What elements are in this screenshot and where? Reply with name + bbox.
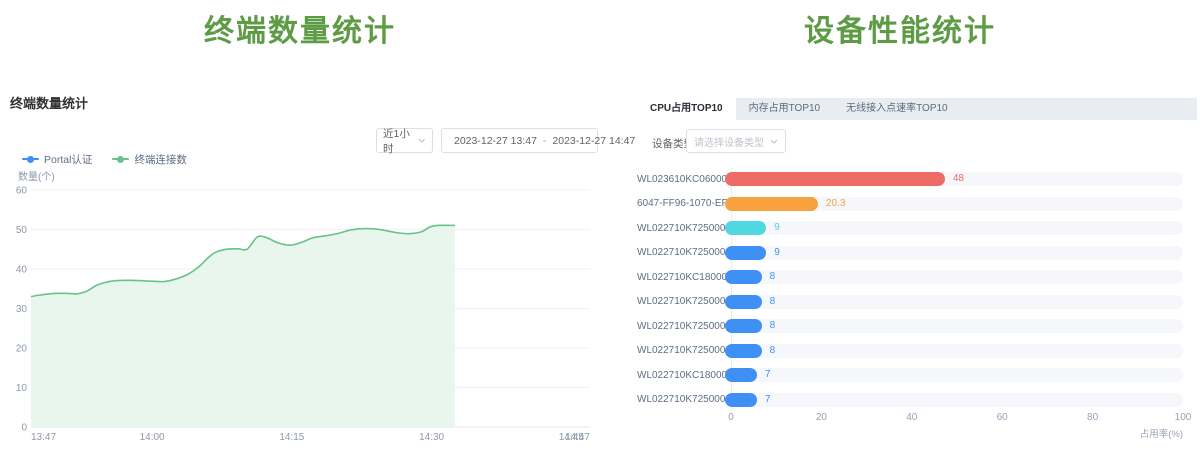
bar-row: WL022710K725000307 8	[637, 319, 1183, 333]
y-tick-label: 0	[21, 423, 27, 434]
bar-fill	[725, 221, 766, 235]
bar-row: WL022710KC18000280 8	[637, 270, 1183, 284]
bar-row: WL022710K725000470 7	[637, 393, 1183, 407]
bar-category-label: WL022710KC18000372	[637, 370, 725, 381]
bar-value-label: 7	[765, 393, 771, 407]
time-range-value: 近1小时	[383, 126, 418, 156]
dashboard: 终端数量统计 设备性能统计 终端数量统计 近1小时 2023-12-27 13:…	[0, 0, 1200, 456]
terminal-panel-title: 终端数量统计	[10, 93, 88, 112]
bar-fill	[725, 197, 818, 211]
legend-marker-icon	[112, 158, 129, 160]
bar-fill	[725, 246, 766, 260]
device-type-select[interactable]: 请选择设备类型	[686, 129, 786, 153]
y-tick-label: 30	[16, 304, 28, 315]
bar-x-tick-label: 0	[728, 412, 734, 423]
terminal-line-chart: 010203040506013:4714:0014:1514:3014:4514…	[0, 170, 600, 456]
bar-x-tick-label: 80	[1087, 412, 1098, 423]
time-range-select[interactable]: 近1小时	[376, 128, 433, 153]
legend-item[interactable]: 终端连接数	[112, 152, 187, 167]
bar-chart-x-ticks: 020406080100	[637, 412, 1183, 424]
date-range-picker[interactable]: 2023-12-27 13:47 - 2023-12-27 14:47	[441, 128, 598, 153]
bar-fill	[725, 172, 945, 186]
bar-track: 9	[725, 246, 1183, 260]
bar-track: 8	[725, 270, 1183, 284]
performance-tab-bar: CPU占用TOP10内存占用TOP10无线接入点速率TOP10	[637, 98, 1197, 120]
area-fill-终端连接数	[31, 225, 455, 427]
bar-fill	[725, 319, 762, 333]
date-range-start: 2023-12-27 13:47	[454, 135, 537, 147]
bar-track: 8	[725, 344, 1183, 358]
line-chart-legend: Portal认证 终端连接数	[22, 152, 187, 166]
bar-track: 9	[725, 221, 1183, 235]
date-range-end: 2023-12-27 14:47	[552, 135, 635, 147]
bar-track: 48	[725, 172, 1183, 186]
legend-label: 终端连接数	[134, 152, 187, 167]
cpu-top10-bar-chart: WL023610KC06000043 48 6047-FF96-1070-EF0A 2…	[637, 172, 1183, 417]
bar-category-label: WL022710K725000409	[637, 247, 725, 258]
bar-fill	[725, 393, 757, 407]
bar-category-label: WL022710K725000369	[637, 345, 725, 356]
x-tick-label: 14:47	[565, 432, 590, 443]
bar-category-label: WL022710K725000102	[637, 223, 725, 234]
bar-track: 7	[725, 393, 1183, 407]
bar-fill	[725, 344, 762, 358]
bar-value-label: 8	[770, 295, 776, 309]
section-title-terminal: 终端数量统计	[0, 10, 600, 54]
bar-value-label: 8	[770, 319, 776, 333]
bar-value-label: 20.3	[826, 197, 845, 211]
legend-item[interactable]: Portal认证	[22, 152, 92, 167]
bar-x-tick-label: 40	[906, 412, 917, 423]
bar-row: WL022710KC18000372 7	[637, 368, 1183, 382]
bar-value-label: 8	[770, 270, 776, 284]
bar-category-label: 6047-FF96-1070-EF0A	[637, 198, 725, 209]
bar-track: 20.3	[725, 197, 1183, 211]
tab-无线接入点速率TOP10[interactable]: 无线接入点速率TOP10	[833, 98, 961, 120]
y-tick-label: 40	[16, 264, 28, 275]
bar-x-tick-label: 100	[1175, 412, 1192, 423]
bar-track: 8	[725, 319, 1183, 333]
bar-row: WL022710K725000369 8	[637, 344, 1183, 358]
bar-row: WL022710K725000272 8	[637, 295, 1183, 309]
bar-track: 7	[725, 368, 1183, 382]
bar-row: WL022710K725000409 9	[637, 246, 1183, 260]
tab-内存占用TOP10[interactable]: 内存占用TOP10	[736, 98, 834, 120]
legend-label: Portal认证	[44, 152, 92, 167]
bar-x-tick-label: 20	[816, 412, 827, 423]
x-tick-label: 14:30	[419, 432, 444, 443]
bar-row: WL022710K725000102 9	[637, 221, 1183, 235]
y-tick-label: 10	[16, 383, 28, 394]
bar-category-label: WL022710K725000272	[637, 296, 725, 307]
tab-CPU占用TOP10[interactable]: CPU占用TOP10	[637, 98, 736, 120]
chevron-down-icon	[770, 139, 778, 144]
section-title-performance: 设备性能统计	[620, 10, 1180, 54]
bar-row: WL023610KC06000043 48	[637, 172, 1183, 186]
bar-category-label: WL022710KC18000280	[637, 272, 725, 283]
legend-marker-icon	[22, 158, 39, 160]
x-tick-label: 14:15	[279, 432, 304, 443]
chevron-down-icon	[418, 138, 426, 143]
bar-row: 6047-FF96-1070-EF0A 20.3	[637, 197, 1183, 211]
bar-value-label: 8	[770, 344, 776, 358]
bar-fill	[725, 295, 762, 309]
bar-fill	[725, 368, 757, 382]
y-tick-label: 60	[16, 185, 28, 196]
y-tick-label: 50	[16, 225, 28, 236]
bar-fill	[725, 270, 762, 284]
bar-value-label: 9	[774, 246, 780, 260]
device-type-placeholder: 请选择设备类型	[694, 134, 764, 149]
bar-category-label: WL022710K725000307	[637, 321, 725, 332]
bar-category-label: WL023610KC06000043	[637, 174, 725, 185]
bar-category-label: WL022710K725000470	[637, 394, 725, 405]
bar-track: 8	[725, 295, 1183, 309]
date-range-separator: -	[542, 135, 548, 147]
bar-x-tick-label: 60	[997, 412, 1008, 423]
bar-value-label: 7	[765, 368, 771, 382]
bar-value-label: 9	[774, 221, 780, 235]
bar-chart-x-axis-title: 占用率(%)	[1050, 426, 1183, 440]
y-tick-label: 20	[16, 343, 28, 354]
bar-value-label: 48	[953, 172, 964, 186]
x-tick-label: 14:00	[140, 432, 165, 443]
x-tick-label: 13:47	[31, 432, 56, 443]
